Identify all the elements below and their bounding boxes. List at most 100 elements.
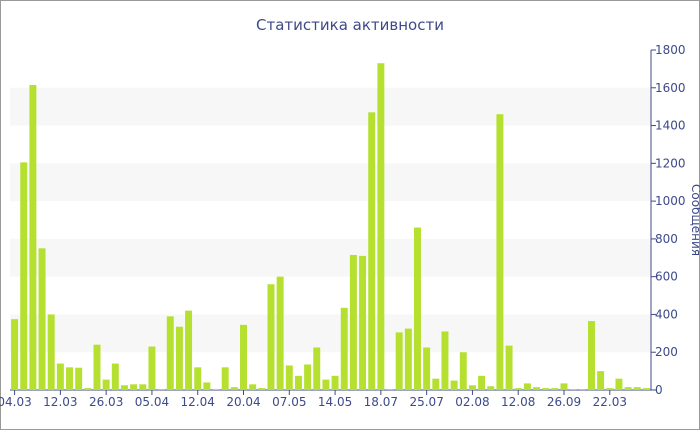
y-tick-label: 200 — [655, 345, 678, 359]
bar — [368, 112, 376, 390]
bar — [496, 114, 504, 390]
bar — [359, 255, 367, 390]
bar — [432, 378, 440, 390]
bar — [313, 347, 321, 390]
bar — [66, 367, 74, 390]
bar — [240, 324, 247, 390]
plot-band — [10, 314, 651, 353]
bar — [20, 162, 28, 390]
bar — [185, 310, 193, 390]
bar — [642, 388, 650, 390]
x-tick-label: 02.08 — [455, 395, 489, 409]
x-tick-label: 12.04 — [181, 395, 215, 409]
bar — [276, 276, 284, 390]
bar — [478, 375, 486, 390]
bar — [84, 388, 92, 390]
bar — [487, 386, 495, 390]
bar — [47, 314, 55, 390]
bar — [166, 316, 174, 390]
y-tick-label: 1400 — [655, 119, 686, 133]
x-tick-label: 26.09 — [547, 395, 581, 409]
bar — [514, 388, 522, 390]
plot-band — [10, 238, 651, 277]
x-tick-label: 25.07 — [409, 395, 443, 409]
y-tick-label: 0 — [655, 383, 663, 397]
bar — [615, 378, 623, 390]
bar — [75, 367, 83, 390]
bar — [459, 352, 467, 390]
bar — [56, 363, 64, 390]
bar — [285, 365, 293, 390]
bar — [551, 388, 559, 390]
bar — [533, 387, 541, 390]
bar — [377, 63, 385, 390]
bar — [249, 384, 257, 390]
y-tick-label: 1000 — [655, 194, 686, 208]
bar — [230, 387, 238, 390]
bar — [130, 384, 138, 390]
bar — [587, 321, 595, 390]
bar — [194, 367, 202, 390]
x-tick-label: 14.05 — [318, 395, 352, 409]
x-tick-label: 12.03 — [43, 395, 77, 409]
bar — [414, 227, 421, 390]
bar — [11, 319, 19, 390]
bar — [102, 379, 110, 390]
chart-title: Статистика активности — [256, 16, 444, 34]
bar — [542, 388, 550, 390]
x-tick-label: 26.03 — [89, 395, 123, 409]
x-tick-label: 12.08 — [501, 395, 535, 409]
x-tick-label: 20.04 — [226, 395, 260, 409]
bar — [93, 344, 101, 390]
bar — [441, 331, 449, 390]
y-tick-label: 800 — [655, 232, 678, 246]
bar — [597, 371, 605, 390]
y-axis-label: Сообщения — [689, 184, 700, 256]
y-tick-label: 1600 — [655, 81, 686, 95]
bar — [304, 364, 312, 390]
x-tick-label: 07.05 — [272, 395, 306, 409]
bar — [349, 254, 357, 390]
y-tick-label: 1800 — [655, 43, 686, 57]
bar — [468, 385, 476, 390]
plot-band — [10, 163, 651, 202]
bar — [560, 383, 568, 390]
bar — [523, 383, 531, 390]
plot-band — [10, 87, 651, 126]
x-tick-label: 04.03 — [0, 395, 32, 409]
bar — [175, 326, 183, 390]
bar — [38, 248, 46, 390]
bar — [340, 307, 348, 390]
bar — [157, 389, 165, 390]
bar — [120, 385, 128, 390]
bar — [578, 389, 586, 390]
bar — [139, 384, 147, 390]
bar — [322, 379, 330, 390]
bar — [148, 346, 156, 390]
bar — [624, 387, 632, 390]
bar — [331, 375, 339, 390]
bar — [212, 389, 220, 390]
y-tick-label: 400 — [655, 307, 678, 321]
bar — [450, 380, 458, 390]
y-tick-label: 1200 — [655, 156, 686, 170]
bar — [505, 345, 513, 390]
bar — [569, 389, 577, 390]
x-tick-label: 18.07 — [364, 395, 398, 409]
y-tick-label: 600 — [655, 270, 678, 284]
bar — [111, 363, 119, 390]
x-tick-label: 05.04 — [135, 395, 169, 409]
bar — [29, 84, 37, 390]
bar — [606, 388, 614, 390]
bar — [395, 332, 403, 390]
bar — [267, 284, 275, 390]
bar — [203, 382, 211, 390]
bar — [386, 389, 394, 390]
bar — [404, 328, 412, 390]
bar — [258, 388, 266, 390]
bar — [423, 347, 431, 390]
x-tick-label: 22.03 — [593, 395, 627, 409]
bar — [221, 367, 229, 390]
bar — [294, 375, 302, 390]
